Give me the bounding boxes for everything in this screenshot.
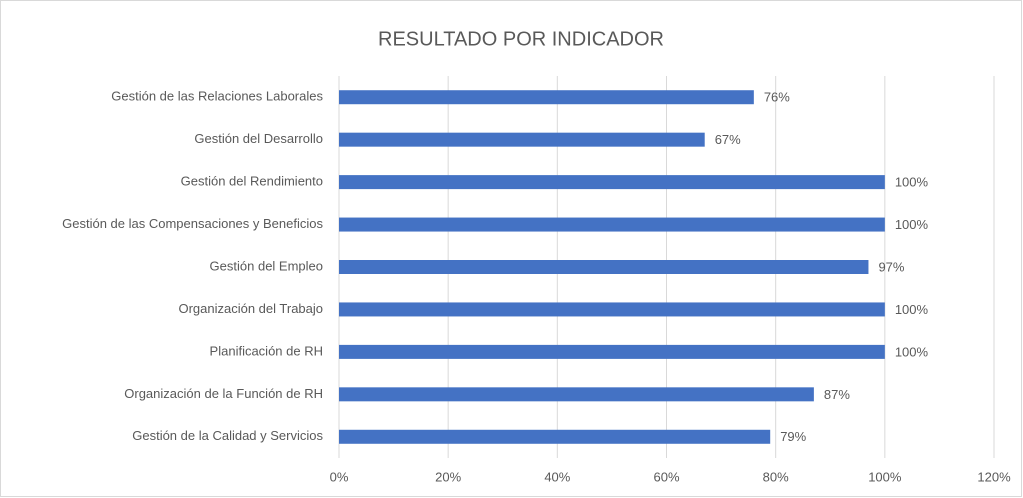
y-tick-label: Gestión del Desarrollo xyxy=(194,131,323,146)
bar xyxy=(339,217,885,232)
data-label: 67% xyxy=(715,132,741,147)
bar xyxy=(339,302,885,317)
bar xyxy=(339,344,885,359)
data-label: 100% xyxy=(895,175,929,190)
y-tick-label: Planificación de RH xyxy=(210,343,323,358)
y-tick-label: Organización del Trabajo xyxy=(178,301,323,316)
data-label: 79% xyxy=(780,429,806,444)
data-label: 100% xyxy=(895,217,929,232)
x-tick-label: 20% xyxy=(435,469,461,484)
data-label: 100% xyxy=(895,344,929,359)
bar xyxy=(339,132,705,147)
data-label: 76% xyxy=(764,90,790,105)
chart-title: RESULTADO POR INDICADOR xyxy=(378,28,664,50)
y-tick-label: Gestión de las Relaciones Laborales xyxy=(111,89,323,104)
data-label: 100% xyxy=(895,302,929,317)
y-tick-label: Gestión del Empleo xyxy=(210,258,323,273)
bar xyxy=(339,429,771,444)
y-tick-label: Gestión de la Calidad y Servicios xyxy=(132,428,323,443)
bar xyxy=(339,260,869,274)
bar xyxy=(339,175,885,190)
data-label: 87% xyxy=(824,387,850,402)
bar xyxy=(339,387,814,402)
y-tick-label: Organización de la Función de RH xyxy=(124,386,323,401)
x-tick-label: 100% xyxy=(868,469,902,484)
data-label: 97% xyxy=(878,259,904,274)
y-tick-label: Gestión de las Compensaciones y Benefici… xyxy=(62,216,323,231)
x-tick-label: 40% xyxy=(544,469,570,484)
bar xyxy=(339,90,754,105)
y-tick-label: Gestión del Rendimiento xyxy=(181,174,323,189)
x-tick-label: 120% xyxy=(977,469,1011,484)
x-tick-label: 0% xyxy=(330,469,349,484)
x-tick-label: 80% xyxy=(763,469,789,484)
x-tick-label: 60% xyxy=(653,469,679,484)
